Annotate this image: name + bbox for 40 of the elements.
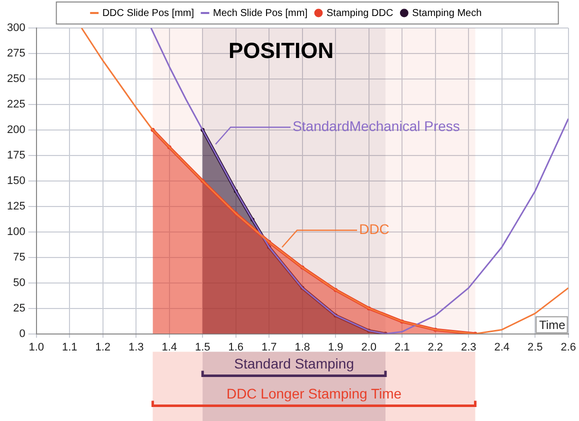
y-tick-label: 25 — [13, 302, 26, 314]
band-label: DDC Longer Stamping Time — [226, 386, 402, 402]
text: POSITION — [228, 38, 334, 64]
x-tick-label: 2.3 — [460, 341, 476, 354]
y-tick-label: 50 — [13, 276, 26, 289]
y-tick-label: 150 — [6, 174, 26, 187]
y-tick-label: 125 — [6, 200, 26, 212]
y-tick-label: 100 — [6, 226, 26, 238]
y-tick-label: 225 — [6, 98, 26, 110]
x-tick-label: 1.2 — [95, 341, 110, 354]
x-tick-label: 1.5 — [194, 341, 210, 354]
x-tick-label: 2.4 — [494, 341, 510, 354]
x-axis-title: Time — [539, 318, 566, 332]
x-tick-label: 1.3 — [128, 341, 144, 354]
x-tick-label: 1.1 — [62, 341, 78, 354]
y-tick-label: 175 — [6, 149, 26, 162]
y-tick-label: 75 — [13, 251, 26, 264]
x-tick-label: 2.1 — [394, 341, 410, 354]
annotation: DDC — [359, 221, 390, 238]
x-tick-label: 1.0 — [28, 341, 44, 354]
x-tick-label: 1.7 — [261, 341, 277, 354]
legend-label: Mech Slide Pos [mm] — [213, 8, 308, 19]
y-tick-label: 200 — [6, 124, 26, 136]
y-tick-label: 300 — [6, 22, 26, 34]
band-label: Standard Stamping — [234, 356, 354, 372]
x-tick-label: 2.6 — [560, 341, 576, 354]
x-tick-label: 1.8 — [294, 341, 310, 354]
x-tick-label: 2.0 — [361, 341, 376, 354]
legend-label: Stamping DDC — [326, 8, 394, 19]
x-tick-label: 1.6 — [228, 341, 244, 354]
legend-label: Stamping Mech — [412, 8, 482, 19]
annotation: StandardMechanical Press — [292, 118, 460, 134]
x-tick-label: 1.4 — [162, 341, 177, 354]
y-tick-label: 250 — [6, 73, 26, 85]
y-tick-label: 0 — [19, 328, 26, 340]
x-tick-label: 1.9 — [328, 341, 344, 354]
y-tick-label: 275 — [6, 48, 26, 60]
legend-label: DDC Slide Pos [mm] — [102, 8, 194, 19]
x-tick-label: 2.2 — [428, 341, 443, 354]
x-tick-label: 2.5 — [527, 341, 543, 354]
